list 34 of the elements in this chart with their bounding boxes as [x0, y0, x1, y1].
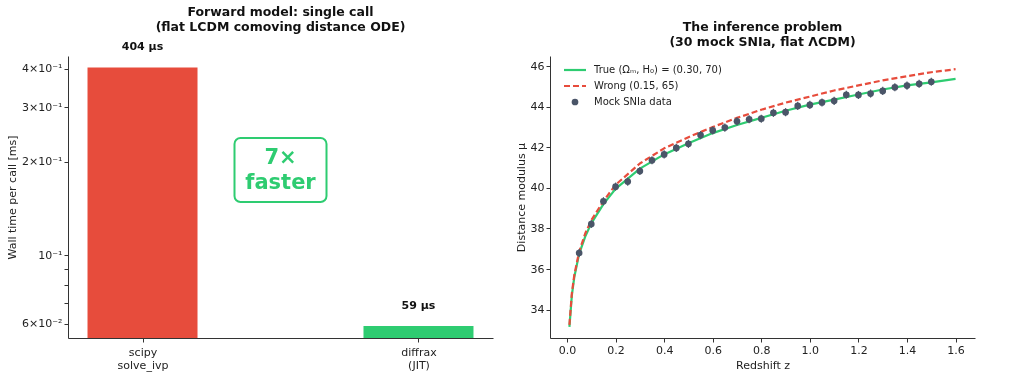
x-tick-label: 0.6: [704, 343, 722, 357]
x-axis-title: Redshift z: [736, 358, 791, 372]
y-tick-label: 36: [530, 262, 545, 276]
y-tick-label: 34: [530, 303, 545, 317]
annotation: 7× faster: [245, 145, 317, 194]
y-tick-label: 38: [530, 221, 545, 235]
y-tick-label: 2×10⁻¹: [22, 155, 63, 169]
x-tick-label: 1.0: [801, 343, 820, 357]
y-tick-label: 42: [530, 140, 545, 154]
y-tick-label: 10⁻¹: [38, 248, 63, 262]
y-tick-label: 46: [530, 59, 545, 73]
legend-label: True (Ωₘ, H₀) = (0.30, 70): [593, 64, 722, 75]
legend-label: Wrong (0.15, 65): [594, 80, 679, 91]
x-tick-label: 1.4: [898, 343, 917, 357]
y-tick-label: 6×10⁻²: [22, 317, 63, 331]
x-tick-label: diffrax (JIT): [401, 345, 438, 372]
y-tick-label: 3×10⁻¹: [22, 100, 63, 114]
chart-title: Forward model: single call (flat LCDM comoving distance ODE): [155, 4, 406, 34]
x-tick-label: 0.0: [558, 343, 577, 357]
chart-title: The inference problem (30 mock SNIa, flat ΛCDM): [669, 19, 856, 49]
y-tick-label: 40: [530, 181, 545, 195]
y-axis-title: Distance modulus μ: [514, 142, 528, 253]
x-tick-label: 0.4: [655, 343, 674, 357]
x-tick-label: 0.8: [753, 343, 771, 357]
legend-label: Mock SNIa data: [594, 96, 672, 107]
annotation: 404 µs: [121, 40, 164, 54]
annotation: 59 µs: [401, 299, 436, 313]
y-tick-label: 4×10⁻¹: [22, 62, 63, 76]
y-axis-title: Wall time per call [ms]: [6, 135, 20, 260]
x-tick-label: 0.2: [607, 343, 625, 357]
x-tick-label: 1.2: [850, 343, 868, 357]
x-tick-label: scipy solve_ivp: [117, 345, 169, 372]
y-tick-label: 44: [530, 100, 545, 114]
x-tick-label: 1.6: [947, 343, 965, 357]
